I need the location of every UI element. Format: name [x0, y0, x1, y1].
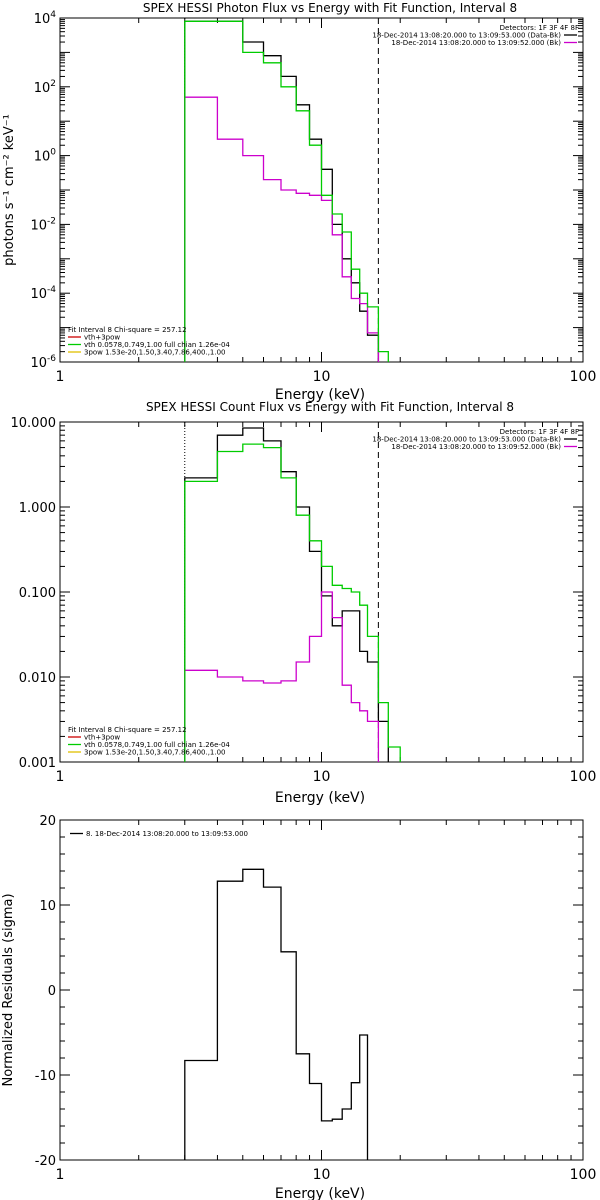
- y-tick-label: 10-2: [30, 216, 56, 233]
- x-tick-label: 1: [56, 769, 65, 785]
- legend-header: Detectors: 1F 3F 4F 8F: [500, 428, 579, 436]
- y-tick-label: 10-4: [30, 285, 56, 302]
- legend-entry: vth+3pow: [84, 334, 120, 342]
- x-tick-label: 10: [313, 369, 331, 385]
- series-line-1: [184, 591, 380, 762]
- x-tick-label: 10: [313, 1167, 331, 1183]
- y-tick-label: 0.100: [19, 586, 56, 601]
- legend-entry: vth 0.0578,0.749,1.00 full chian 1.26e-0…: [84, 341, 230, 349]
- legend-entry: 8. 18-Dec-2014 13:08:20.000 to 13:09:53.…: [86, 830, 248, 838]
- legend-entry: 18-Dec-2014 13:08:20.000 to 13:09:53.000…: [372, 32, 561, 40]
- series-line-0: [184, 868, 369, 1160]
- legend-entry: 3pow 1.53e-20,1.50,3.40,7.86,400.,1.00: [84, 749, 226, 757]
- y-tick-label: -20: [35, 1154, 56, 1169]
- y-tick-label: 10-6: [30, 354, 56, 371]
- count-flux-xlabel: Energy (keV): [275, 790, 365, 806]
- legend-entry: vth 0.0578,0.749,1.00 full chian 1.26e-0…: [84, 741, 230, 749]
- y-tick-label: 0.010: [19, 671, 56, 686]
- photon-flux-panel: SPEX HESSI Photon Flux vs Energy with Fi…: [2, 1, 596, 403]
- legend-entry: 18-Dec-2014 13:08:20.000 to 13:09:53.000…: [372, 436, 561, 444]
- x-tick-label: 100: [570, 769, 597, 785]
- count-flux-title: SPEX HESSI Count Flux vs Energy with Fit…: [146, 400, 514, 414]
- x-tick-label: 100: [570, 369, 597, 385]
- series-line-2: [184, 443, 401, 762]
- legend-header: Fit Interval 8 Chi-square = 257.12: [68, 326, 187, 334]
- series-line-1: [184, 96, 380, 362]
- photon-flux-xlabel: Energy (keV): [275, 387, 365, 403]
- photon-flux-ylabel: photons s⁻¹ cm⁻² keV⁻¹: [2, 114, 17, 266]
- legend-header: Detectors: 1F 3F 4F 8F: [500, 24, 579, 32]
- y-tick-label: -10: [35, 1069, 56, 1084]
- legend-entry: vth+3pow: [84, 734, 120, 742]
- y-tick-label: 0.001: [19, 756, 56, 771]
- legend-header: Fit Interval 8 Chi-square = 257.12: [68, 726, 187, 734]
- y-tick-label: 102: [34, 79, 56, 96]
- y-tick-label: 0: [48, 984, 56, 999]
- legend-entry: 18-Dec-2014 13:08:20.000 to 13:09:52.000…: [391, 39, 561, 47]
- y-tick-label: 1.000: [19, 501, 56, 516]
- y-tick-label: 104: [34, 10, 57, 27]
- photon-flux-title: SPEX HESSI Photon Flux vs Energy with Fi…: [143, 1, 517, 15]
- residuals-ylabel: Normalized Residuals (sigma): [1, 893, 16, 1086]
- legend-entry: 18-Dec-2014 13:08:20.000 to 13:09:52.000…: [391, 443, 561, 451]
- x-tick-label: 1: [56, 369, 65, 385]
- y-tick-label: 20: [39, 814, 56, 829]
- x-tick-label: 1: [56, 1167, 65, 1183]
- count-flux-panel: SPEX HESSI Count Flux vs Energy with Fit…: [11, 400, 597, 806]
- residuals-xlabel: Energy (keV): [275, 1186, 365, 1200]
- x-tick-label: 10: [313, 769, 331, 785]
- y-tick-label: 10.000: [11, 416, 57, 431]
- y-tick-label: 100: [34, 148, 57, 165]
- series-line-2: [184, 20, 389, 362]
- x-tick-label: 100: [570, 1167, 597, 1183]
- legend-entry: 3pow 1.53e-20,1.50,3.40,7.86,400.,1.00: [84, 349, 226, 357]
- residuals-panel: Energy (keV) Normalized Residuals (sigma…: [1, 814, 596, 1200]
- y-tick-label: 10: [39, 899, 56, 914]
